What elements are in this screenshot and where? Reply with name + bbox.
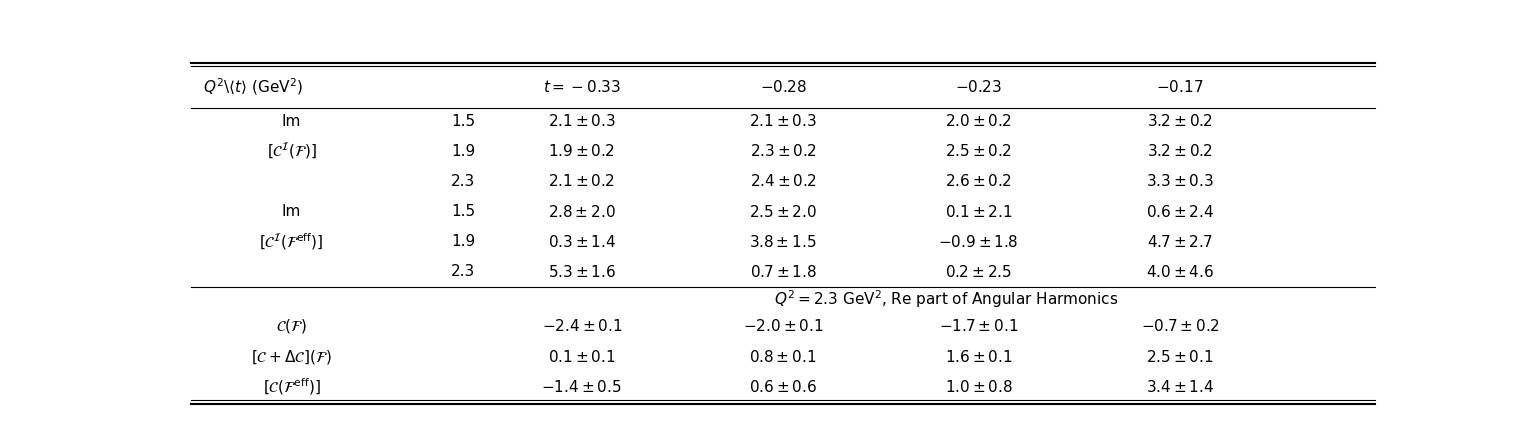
Text: $0.7 \pm 1.8$: $0.7 \pm 1.8$ — [750, 264, 816, 280]
Text: 1.9: 1.9 — [451, 144, 475, 159]
Text: $1.0 \pm 0.8$: $1.0 \pm 0.8$ — [944, 379, 1013, 395]
Text: $2.0 \pm 0.2$: $2.0 \pm 0.2$ — [946, 113, 1012, 129]
Text: $Q^2 = 2.3$ GeV$^2$, Re part of Angular Harmonics: $Q^2 = 2.3$ GeV$^2$, Re part of Angular … — [773, 288, 1118, 310]
Text: $-0.9 \pm 1.8$: $-0.9 \pm 1.8$ — [938, 234, 1019, 250]
Text: $2.8 \pm 2.0$: $2.8 \pm 2.0$ — [549, 203, 616, 220]
Text: $-1.7 \pm 0.1$: $-1.7 \pm 0.1$ — [938, 318, 1018, 334]
Text: $2.1 \pm 0.3$: $2.1 \pm 0.3$ — [547, 113, 616, 129]
Text: $0.3 \pm 1.4$: $0.3 \pm 1.4$ — [547, 234, 616, 250]
Text: $2.4 \pm 0.2$: $2.4 \pm 0.2$ — [750, 174, 816, 190]
Text: $-0.7 \pm 0.2$: $-0.7 \pm 0.2$ — [1140, 318, 1219, 334]
Text: $2.1 \pm 0.2$: $2.1 \pm 0.2$ — [549, 174, 616, 190]
Text: $0.6 \pm 0.6$: $0.6 \pm 0.6$ — [749, 379, 817, 395]
Text: $-0.17$: $-0.17$ — [1157, 79, 1204, 95]
Text: $0.6 \pm 2.4$: $0.6 \pm 2.4$ — [1146, 203, 1213, 220]
Text: $3.8 \pm 1.5$: $3.8 \pm 1.5$ — [749, 234, 817, 250]
Text: $2.3 \pm 0.2$: $2.3 \pm 0.2$ — [750, 143, 816, 159]
Text: $2.5 \pm 2.0$: $2.5 \pm 2.0$ — [749, 203, 817, 220]
Text: $1.9 \pm 0.2$: $1.9 \pm 0.2$ — [549, 143, 616, 159]
Text: $2.1 \pm 0.3$: $2.1 \pm 0.3$ — [749, 113, 817, 129]
Text: $3.2 \pm 0.2$: $3.2 \pm 0.2$ — [1148, 113, 1213, 129]
Text: $t = -0.33$: $t = -0.33$ — [542, 79, 620, 95]
Text: 1.5: 1.5 — [451, 114, 475, 129]
Text: 1.5: 1.5 — [451, 204, 475, 219]
Text: $-0.28$: $-0.28$ — [759, 79, 807, 95]
Text: $0.1 \pm 2.1$: $0.1 \pm 2.1$ — [944, 203, 1013, 220]
Text: $1.6 \pm 0.1$: $1.6 \pm 0.1$ — [944, 349, 1013, 365]
Text: $-0.23$: $-0.23$ — [955, 79, 1002, 95]
Text: $3.4 \pm 1.4$: $3.4 \pm 1.4$ — [1146, 379, 1213, 395]
Text: $2.5 \pm 0.2$: $2.5 \pm 0.2$ — [946, 143, 1012, 159]
Text: $[\mathcal{C}^{\mathcal{I}}(\mathcal{F})]$: $[\mathcal{C}^{\mathcal{I}}(\mathcal{F})… — [267, 141, 316, 162]
Text: Im: Im — [283, 114, 301, 129]
Text: $Q^2\backslash\langle t\rangle$ (GeV$^2$): $Q^2\backslash\langle t\rangle$ (GeV$^2$… — [203, 76, 303, 97]
Text: $3.3 \pm 0.3$: $3.3 \pm 0.3$ — [1146, 174, 1213, 190]
Text: $2.5 \pm 0.1$: $2.5 \pm 0.1$ — [1146, 349, 1213, 365]
Text: Im: Im — [283, 204, 301, 219]
Text: 2.3: 2.3 — [451, 264, 475, 279]
Text: $-2.4 \pm 0.1$: $-2.4 \pm 0.1$ — [541, 318, 622, 334]
Text: 2.3: 2.3 — [451, 174, 475, 189]
Text: $0.8 \pm 0.1$: $0.8 \pm 0.1$ — [749, 349, 817, 365]
Text: $5.3 \pm 1.6$: $5.3 \pm 1.6$ — [547, 264, 616, 280]
Text: $-2.0 \pm 0.1$: $-2.0 \pm 0.1$ — [743, 318, 824, 334]
Text: $\mathcal{C}(\mathcal{F})$: $\mathcal{C}(\mathcal{F})$ — [277, 317, 307, 336]
Text: $-1.4 \pm 0.5$: $-1.4 \pm 0.5$ — [541, 379, 622, 395]
Text: $[\mathcal{C} + \Delta\mathcal{C}](\mathcal{F})$: $[\mathcal{C} + \Delta\mathcal{C}](\math… — [251, 348, 332, 365]
Text: $4.7 \pm 2.7$: $4.7 \pm 2.7$ — [1148, 234, 1213, 250]
Text: $2.6 \pm 0.2$: $2.6 \pm 0.2$ — [946, 174, 1012, 190]
Text: $3.2 \pm 0.2$: $3.2 \pm 0.2$ — [1148, 143, 1213, 159]
Text: 1.9: 1.9 — [451, 234, 475, 249]
Text: $[\mathcal{C}^{\mathcal{I}}(\mathcal{F}^{\mathrm{eff}})]$: $[\mathcal{C}^{\mathcal{I}}(\mathcal{F}^… — [260, 231, 324, 252]
Text: $0.2 \pm 2.5$: $0.2 \pm 2.5$ — [944, 264, 1012, 280]
Text: $[\mathcal{C}(\mathcal{F}^{\mathrm{eff}})]$: $[\mathcal{C}(\mathcal{F}^{\mathrm{eff}}… — [263, 376, 321, 397]
Text: $0.1 \pm 0.1$: $0.1 \pm 0.1$ — [549, 349, 616, 365]
Text: $4.0 \pm 4.6$: $4.0 \pm 4.6$ — [1146, 264, 1213, 280]
